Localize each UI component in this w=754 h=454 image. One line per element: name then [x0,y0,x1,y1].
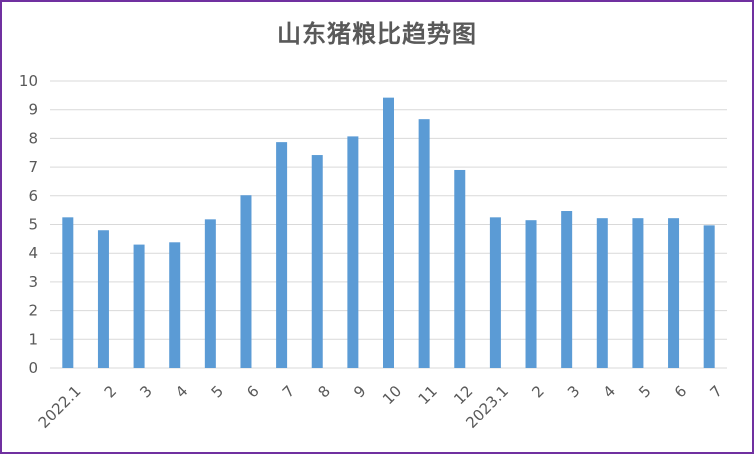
x-tick-label: 4 [172,382,191,401]
x-tick-label: 10 [379,382,405,408]
y-tick-label: 5 [28,216,38,234]
x-tick-label: 2022.1 [35,382,85,432]
bar-14 [561,211,573,368]
bar-3 [169,242,181,368]
x-tick-label: 6 [671,382,690,401]
y-tick-label: 1 [28,330,38,348]
x-tick-label: 8 [315,382,334,401]
bar-16 [632,218,644,368]
y-tick-label: 8 [28,129,38,147]
bars [62,97,715,369]
y-tick-label: 6 [28,187,38,205]
x-tick-label: 5 [208,382,227,401]
y-tick-label: 3 [28,273,38,291]
y-axis-ticks: 0 1 2 3 4 5 6 7 8 9 10 [19,72,38,377]
bar-8 [347,136,359,368]
y-tick-label: 7 [28,158,38,176]
bar-18 [703,225,715,368]
x-tick-label: 9 [350,382,369,401]
bar-9 [383,97,394,369]
bar-0 [62,217,74,368]
x-tick-label: 7 [706,382,725,401]
x-tick-label: 2 [101,382,120,401]
x-tick-label: 3 [564,382,583,401]
x-tick-label: 3 [136,382,155,401]
bar-10 [418,119,430,369]
y-tick-label: 2 [28,302,38,320]
y-tick-label: 9 [28,101,38,119]
x-tick-label: 6 [243,382,262,401]
bar-6 [276,142,288,368]
x-tick-label: 11 [415,382,441,408]
y-tick-label: 0 [28,359,38,377]
x-tick-label: 12 [450,382,476,408]
bar-5 [240,195,252,368]
bar-12 [489,217,501,368]
bar-2 [133,244,145,368]
bar-4 [204,219,216,368]
x-tick-label: 5 [635,382,654,401]
bar-1 [97,230,109,368]
bar-11 [454,169,466,368]
y-tick-label: 10 [19,72,38,90]
chart-title: 山东猪粮比趋势图 [277,20,477,48]
x-tick-label: 2 [528,382,547,401]
bar-13 [525,220,537,368]
bar-7 [311,155,323,368]
bar-15 [596,218,608,368]
y-tick-label: 4 [28,244,38,262]
x-tick-label: 7 [279,382,298,401]
x-tick-label: 4 [600,382,619,401]
bar-17 [668,218,680,368]
